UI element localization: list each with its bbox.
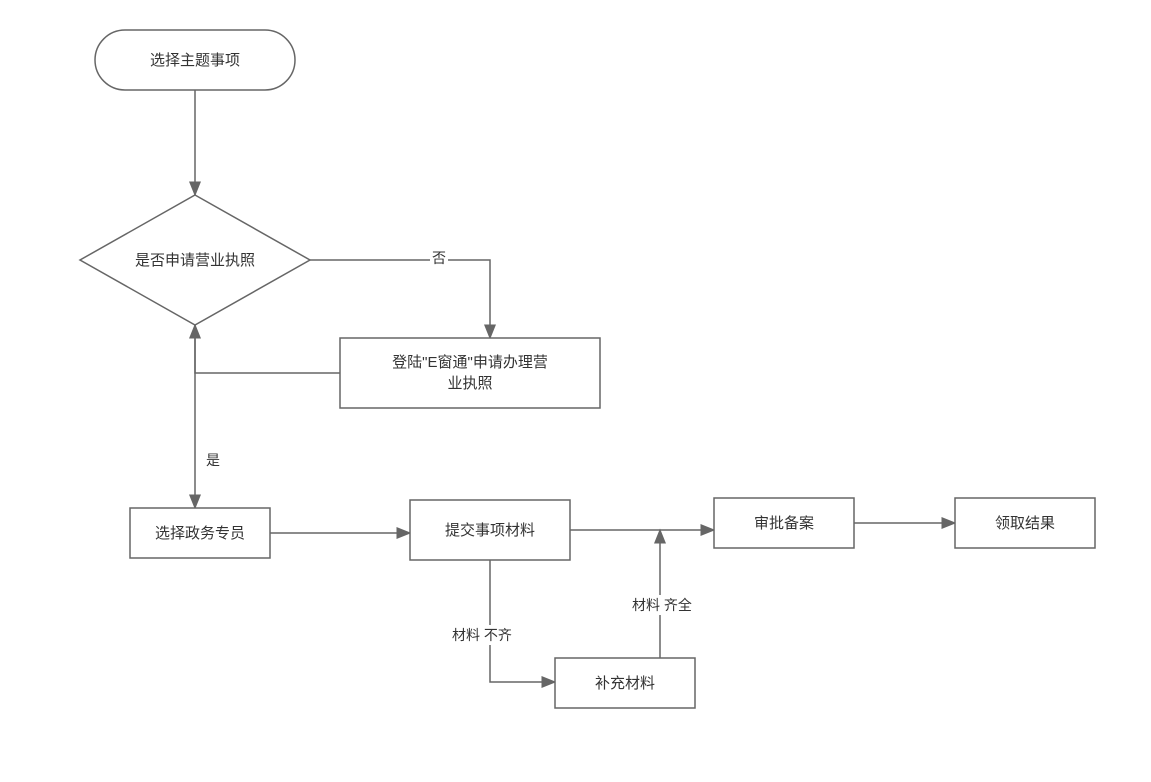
edge-label-1: 否 [430, 248, 448, 268]
node-label-select_officer: 选择政务专员 [130, 508, 270, 558]
edge-ewindow-decision_bottom [195, 325, 340, 373]
node-label-approval: 审批备案 [714, 498, 854, 548]
node-label-supplement: 补充材料 [555, 658, 695, 708]
node-label-ewindow: 登陆"E窗通"申请办理营 业执照 [340, 338, 600, 408]
edge-submit-supplement [490, 560, 555, 682]
edge-label-6: 材料 齐全 [630, 595, 694, 615]
node-label-submit: 提交事项材料 [410, 500, 570, 560]
node-label-start: 选择主题事项 [95, 30, 295, 90]
edge-label-5: 材料 不齐 [450, 625, 514, 645]
edge-label-3: 是 [204, 450, 222, 470]
node-label-decision: 是否申请营业执照 [80, 195, 310, 325]
edge-decision-ewindow [310, 260, 490, 338]
node-label-result: 领取结果 [955, 498, 1095, 548]
